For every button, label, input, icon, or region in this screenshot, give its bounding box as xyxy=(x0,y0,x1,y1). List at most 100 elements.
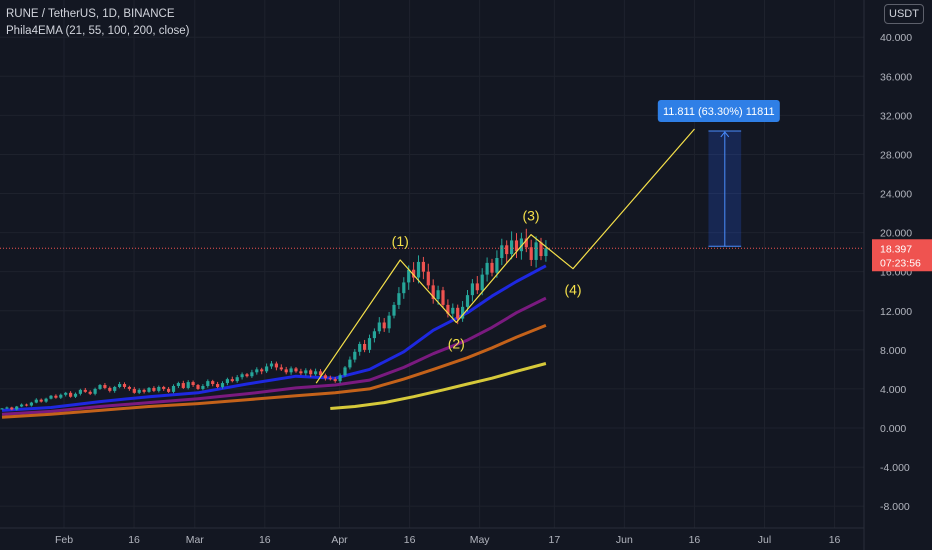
candle-body xyxy=(519,238,523,252)
y-tick-label: 20.000 xyxy=(880,228,912,240)
x-tick-label: Jun xyxy=(616,534,633,546)
candle-body xyxy=(372,331,376,339)
current-price-value: 18.397 xyxy=(880,243,912,255)
candle-body xyxy=(490,262,494,273)
chart-grid xyxy=(0,0,864,528)
wave-label: (4) xyxy=(564,282,581,298)
candle-body xyxy=(539,242,543,257)
candle-body xyxy=(274,363,278,368)
candle-body xyxy=(260,369,264,372)
candle-body xyxy=(240,374,244,378)
candle-body xyxy=(348,359,352,368)
x-tick-label: Feb xyxy=(55,534,73,546)
ema55-line xyxy=(1,296,547,416)
candle-body xyxy=(294,368,298,372)
currency-button[interactable]: USDT xyxy=(884,4,924,24)
candle-body xyxy=(29,402,33,406)
candle-body xyxy=(255,369,259,373)
candle-body xyxy=(269,363,274,367)
candle-body xyxy=(392,304,396,316)
candle-body xyxy=(176,383,180,386)
x-tick-label: 16 xyxy=(128,534,140,546)
candle-body xyxy=(387,315,391,329)
bar-countdown: 07:23:56 xyxy=(880,257,921,269)
candle-body xyxy=(544,248,548,257)
candle-body xyxy=(343,367,347,376)
candle-body xyxy=(88,391,92,394)
candle-body xyxy=(152,387,156,391)
candle-body xyxy=(382,322,386,329)
candle-body xyxy=(480,274,484,291)
candle-body xyxy=(142,389,146,392)
candle-body xyxy=(485,262,489,275)
candle-body xyxy=(230,379,234,382)
candle-body xyxy=(377,322,381,332)
candle-body xyxy=(451,307,455,314)
y-tick-label: 36.000 xyxy=(880,71,912,83)
y-tick-label: 4.000 xyxy=(880,384,906,396)
candle-body xyxy=(309,370,313,375)
candle-body xyxy=(73,393,78,397)
candle-body xyxy=(108,387,112,391)
candle-body xyxy=(397,293,401,305)
candle-body xyxy=(191,382,195,386)
candle-body xyxy=(127,386,131,389)
candle-body xyxy=(132,388,136,393)
x-tick-label: Apr xyxy=(331,534,348,546)
candle-body xyxy=(78,389,82,394)
drawings: 11.811 (63.30%) 11811 (1) (2) (3) (4) xyxy=(0,99,864,384)
candle-body xyxy=(216,384,220,387)
candle-body xyxy=(245,374,249,377)
candle-body xyxy=(436,290,440,300)
candle-body xyxy=(421,261,425,272)
candle-body xyxy=(304,370,308,374)
candle-body xyxy=(122,384,127,387)
candle-body xyxy=(69,392,73,397)
candle-body xyxy=(211,381,215,385)
candle-body xyxy=(206,381,210,386)
candle-body xyxy=(367,338,372,350)
candle-body xyxy=(98,385,102,389)
candle-body xyxy=(59,394,63,398)
candle-body xyxy=(167,388,171,392)
y-tick-label: 28.000 xyxy=(880,149,912,161)
candle-body xyxy=(353,351,357,360)
candle-body xyxy=(407,269,411,283)
candle-body xyxy=(64,392,68,395)
candle-body xyxy=(289,368,293,373)
wave-label: (3) xyxy=(522,208,539,224)
candle-body xyxy=(338,375,342,382)
candle-body xyxy=(279,367,283,370)
current-price-tag xyxy=(872,239,932,272)
y-tick-label: -8.000 xyxy=(880,501,910,513)
y-tick-label: 24.000 xyxy=(880,189,912,201)
y-tick-label: -4.000 xyxy=(880,462,910,474)
current-price-label: 18.397 07:23:56 xyxy=(872,239,932,272)
candle-body xyxy=(181,383,185,388)
candle-body xyxy=(113,386,117,391)
candle-body xyxy=(299,371,303,374)
candle-body xyxy=(284,369,288,373)
candle-body xyxy=(524,238,528,248)
candle-body xyxy=(220,383,225,387)
candle-body xyxy=(49,395,53,399)
candle-body xyxy=(235,377,239,382)
candle-body xyxy=(426,271,430,286)
y-tick-label: 8.000 xyxy=(880,345,906,357)
candle-body xyxy=(470,283,474,296)
y-tick-label: 12.000 xyxy=(880,306,912,318)
candle-body xyxy=(118,384,122,387)
candle-body xyxy=(446,304,450,314)
candle-body xyxy=(225,379,229,384)
measure-label: 11.811 (63.30%) 11811 xyxy=(663,106,775,118)
candle-body xyxy=(137,389,141,393)
candle-body xyxy=(465,295,470,307)
candle-body xyxy=(495,258,499,273)
candle-body xyxy=(265,366,269,372)
y-tick-label: 0.000 xyxy=(880,423,906,435)
candle-body xyxy=(328,378,332,380)
candle-body xyxy=(363,343,367,350)
candle-body xyxy=(34,399,38,403)
x-tick-label: Mar xyxy=(186,534,205,546)
